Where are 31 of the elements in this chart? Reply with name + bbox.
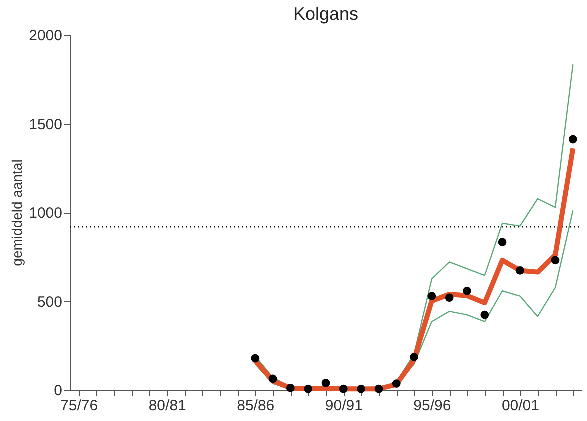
point xyxy=(392,380,401,388)
point xyxy=(498,238,507,246)
point xyxy=(339,384,348,394)
point xyxy=(286,384,295,392)
point xyxy=(374,384,384,394)
point xyxy=(568,135,578,144)
x-tick-label: 00/01 xyxy=(502,398,540,414)
point xyxy=(322,379,330,388)
y-tick-label: 0 xyxy=(54,382,62,400)
y-axis-title: gemiddeld aantal xyxy=(9,160,26,266)
x-tick-label: 85/86 xyxy=(237,398,275,414)
y-tick-label: 1500 xyxy=(29,116,62,134)
point xyxy=(516,266,524,275)
y-tick-label: 1000 xyxy=(29,205,62,222)
x-tick-label: 75/76 xyxy=(60,398,98,414)
point xyxy=(463,286,472,296)
y-tick-label: 2000 xyxy=(29,28,62,44)
x-tick-label: 80/81 xyxy=(148,398,186,414)
chart-title: Kolgans xyxy=(293,4,359,24)
point xyxy=(251,354,260,363)
point xyxy=(304,384,313,394)
point xyxy=(480,310,490,320)
point xyxy=(357,384,366,394)
point xyxy=(268,374,278,384)
point xyxy=(428,292,436,300)
x-tick-label: 95/96 xyxy=(414,398,452,414)
point xyxy=(551,256,560,265)
y-tick-label: 500 xyxy=(37,294,62,311)
x-tick-label: 90/91 xyxy=(325,398,363,414)
point xyxy=(445,294,454,302)
point xyxy=(410,352,418,362)
